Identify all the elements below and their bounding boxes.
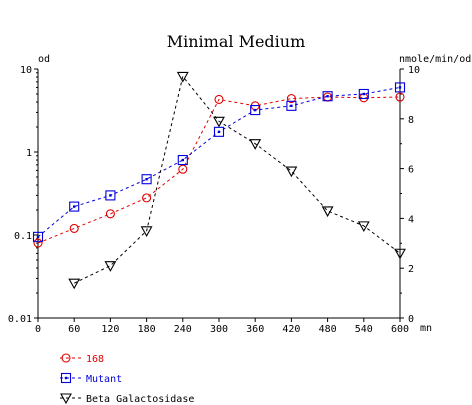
y-left-axis-label: od <box>38 54 50 65</box>
data-point-series-1 <box>69 201 80 212</box>
x-tick-label: 420 <box>282 324 300 335</box>
x-tick-label: 360 <box>246 324 264 335</box>
y-right-tick-label: 0 <box>408 314 414 325</box>
legend-marker-2 <box>60 393 72 405</box>
legend-marker-0 <box>61 353 71 363</box>
y-right-tick-label: 6 <box>408 165 414 176</box>
data-point-series-1 <box>322 91 333 102</box>
data-point-series-2 <box>285 166 298 178</box>
y-left-tick-label: 10 <box>20 65 32 76</box>
series-line-0 <box>37 96 401 244</box>
legend-label-0: 168 <box>86 354 104 365</box>
y-right-axis-label: nmole/min/od <box>399 54 471 65</box>
x-tick-label: 600 <box>391 324 409 335</box>
data-point-series-0 <box>105 209 115 219</box>
data-point-series-1-center <box>254 108 257 112</box>
data-point-series-2 <box>249 139 262 150</box>
data-point-series-1-center <box>398 86 402 89</box>
x-tick-label: 0 <box>35 324 41 335</box>
y-right-tick-label: 4 <box>408 214 414 225</box>
legend-marker-1 <box>60 372 72 384</box>
legend-marker-1-center <box>64 376 68 380</box>
data-point-series-1-center <box>145 178 148 181</box>
data-point-series-2 <box>104 261 117 272</box>
data-point-series-0 <box>178 164 188 174</box>
data-point-series-1-center <box>36 235 40 239</box>
y-left-tick-label: 0.01 <box>8 314 32 325</box>
legend: 168 Mutant Beta Galactosidase <box>60 353 194 405</box>
data-point-series-1 <box>32 231 44 242</box>
data-point-series-1-center <box>217 130 221 134</box>
x-tick-label: 540 <box>355 324 373 335</box>
plot-area: 0 60 120 180 240 300 360 420 480 540 6000.010.1110… <box>8 65 420 335</box>
data-point-series-0 <box>286 94 296 104</box>
data-point-series-1-center <box>326 95 329 98</box>
series-line-2 <box>73 75 401 284</box>
x-tick-label: 240 <box>174 324 192 335</box>
data-point-series-1 <box>105 190 116 201</box>
data-point-series-1 <box>286 100 297 111</box>
data-point-series-1 <box>358 88 369 100</box>
data-point-series-1-center <box>109 194 112 197</box>
series-line-1 <box>37 86 401 238</box>
x-tick-label: 120 <box>101 324 119 335</box>
data-point-series-0 <box>214 94 224 104</box>
data-point-series-0 <box>69 223 79 233</box>
y-left-tick-label: 0.1 <box>14 231 32 242</box>
data-point-series-2 <box>357 221 370 233</box>
data-point-series-0 <box>395 92 405 102</box>
data-point-series-1-center <box>73 205 76 208</box>
y-right-tick-label: 2 <box>408 264 414 275</box>
data-point-series-2 <box>213 116 225 128</box>
data-point-series-1 <box>394 82 406 93</box>
data-point-series-1 <box>250 105 261 116</box>
data-point-series-2 <box>394 248 406 260</box>
y-left-tick-label: 1 <box>26 148 32 159</box>
data-point-series-1-center <box>362 92 365 96</box>
data-point-series-2 <box>321 206 334 218</box>
x-tick-label: 300 <box>210 324 228 335</box>
data-point-series-1-center <box>290 104 293 108</box>
y-right-tick-label: 10 <box>408 65 420 76</box>
chart-title: Minimal Medium <box>167 32 306 51</box>
data-point-series-2 <box>140 226 153 237</box>
y-right-tick-label: 8 <box>408 115 414 126</box>
legend-label-2: Beta Galactosidase <box>86 394 194 405</box>
data-point-series-1 <box>177 154 188 166</box>
data-point-series-0 <box>142 193 152 203</box>
data-point-series-1-center <box>181 158 184 162</box>
data-point-series-1 <box>141 174 152 185</box>
x-axis-label: mn <box>420 323 432 334</box>
x-tick-label: 60 <box>68 324 80 335</box>
data-point-series-2 <box>68 278 81 290</box>
data-point-series-2 <box>176 71 189 83</box>
legend-label-1: Mutant <box>86 374 122 385</box>
data-point-series-0 <box>33 238 43 248</box>
x-tick-label: 480 <box>319 324 337 335</box>
x-tick-label: 180 <box>138 324 156 335</box>
